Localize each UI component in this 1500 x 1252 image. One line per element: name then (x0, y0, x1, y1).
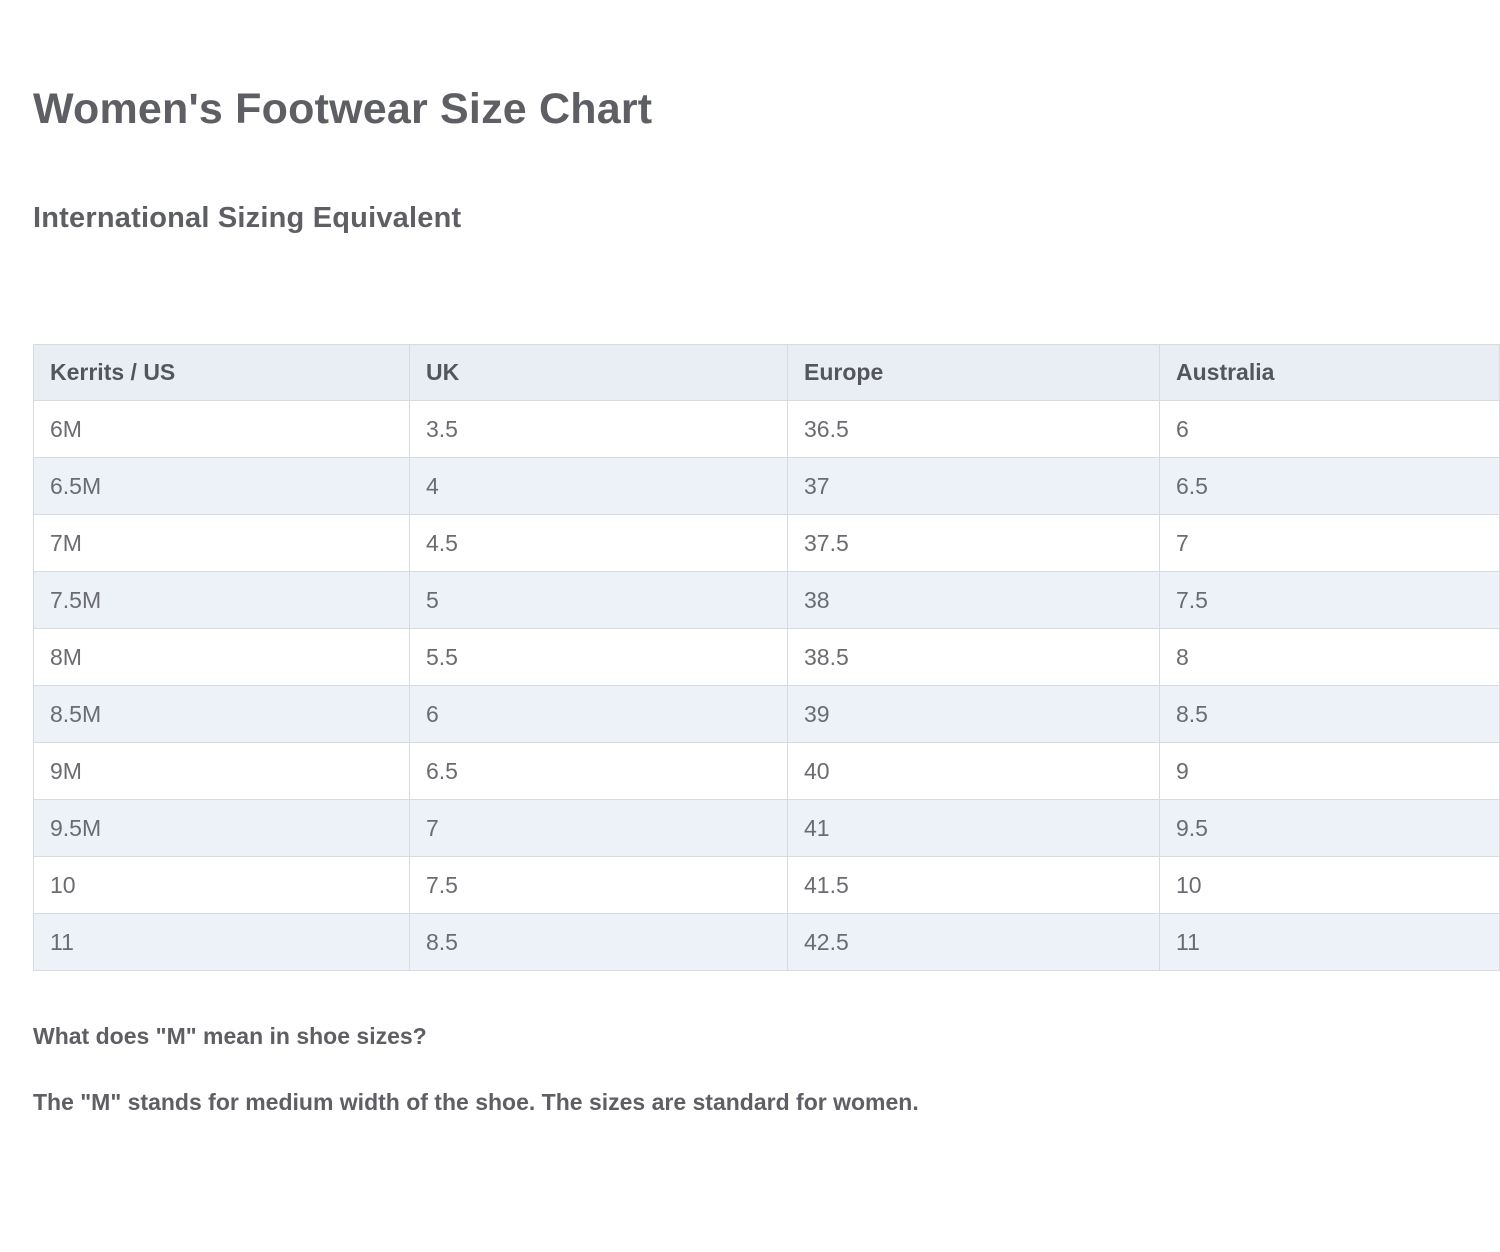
table-cell: 6 (409, 685, 788, 743)
table-cell: 4.5 (409, 514, 788, 572)
table-cell: 4 (409, 457, 788, 515)
table-cell: 6.5 (1159, 457, 1500, 515)
page-subtitle: International Sizing Equivalent (33, 202, 462, 234)
table-cell: 8.5 (1159, 685, 1500, 743)
international-size-table: Kerrits / US UK Europe Australia 6M 3.5 36.5 6… (33, 344, 1500, 971)
table-cell: 8 (1159, 628, 1500, 686)
table-row: 7M 4.5 37.5 7 (33, 514, 1500, 572)
page-title: Women's Footwear Size Chart (33, 85, 653, 133)
table-cell: 10 (1159, 856, 1500, 914)
table-cell: 9M (33, 742, 410, 800)
table-header-row: Kerrits / US UK Europe Australia (33, 344, 1500, 401)
table-header: Kerrits / US UK Europe Australia (33, 344, 1500, 401)
table-cell: 6 (1159, 400, 1500, 458)
table-cell: 6.5M (33, 457, 410, 515)
table-row: 8M 5.5 38.5 8 (33, 628, 1500, 686)
table-cell: 5.5 (409, 628, 788, 686)
table-cell: 11 (1159, 913, 1500, 971)
table-cell: 5 (409, 571, 788, 629)
table-cell: 8.5 (409, 913, 788, 971)
table-cell: 7.5 (409, 856, 788, 914)
column-header-uk: UK (409, 344, 788, 401)
table-cell: 39 (787, 685, 1160, 743)
table-cell: 8M (33, 628, 410, 686)
table-cell: 38.5 (787, 628, 1160, 686)
table-row: 8.5M 6 39 8.5 (33, 685, 1500, 743)
table-cell: 36.5 (787, 400, 1160, 458)
footer-answer: The "M" stands for medium width of the s… (33, 1089, 919, 1115)
table-row: 7.5M 5 38 7.5 (33, 571, 1500, 629)
table-cell: 38 (787, 571, 1160, 629)
table-row: 10 7.5 41.5 10 (33, 856, 1500, 914)
table-cell: 11 (33, 913, 410, 971)
table-cell: 9 (1159, 742, 1500, 800)
table-cell: 37 (787, 457, 1160, 515)
column-header-kerrits-us: Kerrits / US (33, 344, 410, 401)
table-cell: 41 (787, 799, 1160, 857)
table-cell: 6.5 (409, 742, 788, 800)
table-cell: 9.5 (1159, 799, 1500, 857)
table-row: 11 8.5 42.5 11 (33, 913, 1500, 971)
table-body: 6M 3.5 36.5 6 6.5M 4 37 6.5 7M 4.5 37.5 7 7.5M 5 38 7.5… (33, 400, 1500, 971)
table-row: 9.5M 7 41 9.5 (33, 799, 1500, 857)
table-cell: 7 (409, 799, 788, 857)
table-cell: 6M (33, 400, 410, 458)
table-cell: 41.5 (787, 856, 1160, 914)
table-cell: 8.5M (33, 685, 410, 743)
table-cell: 3.5 (409, 400, 788, 458)
table-cell: 9.5M (33, 799, 410, 857)
column-header-europe: Europe (787, 344, 1160, 401)
table-cell: 7 (1159, 514, 1500, 572)
footer-question: What does "M" mean in shoe sizes? (33, 1023, 427, 1049)
table-cell: 7M (33, 514, 410, 572)
table-cell: 7.5 (1159, 571, 1500, 629)
table-cell: 42.5 (787, 913, 1160, 971)
table-row: 6.5M 4 37 6.5 (33, 457, 1500, 515)
column-header-australia: Australia (1159, 344, 1500, 401)
table-row: 9M 6.5 40 9 (33, 742, 1500, 800)
table-cell: 7.5M (33, 571, 410, 629)
table-row: 6M 3.5 36.5 6 (33, 400, 1500, 458)
table-cell: 37.5 (787, 514, 1160, 572)
table-cell: 10 (33, 856, 410, 914)
table-cell: 40 (787, 742, 1160, 800)
